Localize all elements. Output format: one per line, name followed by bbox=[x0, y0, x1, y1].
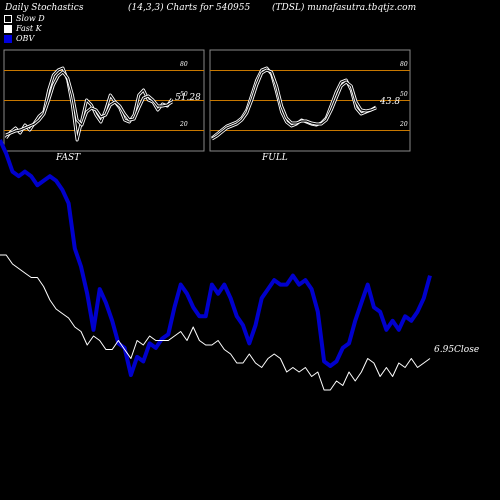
fast-tick-80: 80 bbox=[180, 61, 188, 68]
obv-line bbox=[0, 139, 432, 377]
fast-panel: 80 50 20 51.28 FAST bbox=[3, 49, 205, 163]
legend-fast-k-swatch bbox=[4, 24, 12, 33]
full-lines-series-1-core bbox=[211, 69, 377, 140]
legend-slow-d: Slow D bbox=[4, 14, 45, 23]
legend-obv: OBV bbox=[4, 34, 34, 43]
full-tick-20: 20 bbox=[399, 121, 408, 128]
full-tick-80: 80 bbox=[400, 61, 408, 68]
legend-fast-k-label: Fast K bbox=[16, 24, 42, 33]
legend-slow-d-label: Slow D bbox=[16, 14, 45, 23]
legend-slow-d-swatch bbox=[4, 14, 12, 23]
legend-obv-swatch bbox=[4, 34, 12, 43]
full-lines-series-0-outline bbox=[211, 66, 377, 140]
chart-header-params: (14,3,3) Charts for 540955 bbox=[128, 3, 251, 13]
full-panel: 80 50 20 43.8 FULL bbox=[209, 49, 411, 163]
fast-panel-title: FAST bbox=[55, 153, 81, 163]
legend-obv-label: OBV bbox=[16, 34, 35, 43]
full-tick-50: 50 bbox=[400, 91, 408, 98]
chart-header-left: Daily Stochastics bbox=[5, 3, 84, 13]
fast-tick-20: 20 bbox=[179, 121, 188, 128]
obv-close-plot bbox=[0, 139, 432, 391]
full-lines-series-1-outline bbox=[211, 68, 377, 141]
fast-series-lines bbox=[4, 66, 174, 142]
close-line bbox=[0, 254, 431, 391]
full-series-lines bbox=[211, 66, 377, 141]
fast-lines-series-1-core bbox=[5, 71, 173, 136]
fast-last-value-label: 51.28 bbox=[175, 93, 201, 103]
full-last-value-label: 43.8 bbox=[379, 97, 400, 107]
full-panel-title: FULL bbox=[261, 153, 288, 163]
close-last-value-label: 6.95Close bbox=[434, 345, 479, 355]
full-lines-series-0-core bbox=[211, 67, 377, 139]
fast-tick-50: 50 bbox=[180, 91, 188, 98]
legend-fast-k: Fast K bbox=[4, 24, 42, 33]
chart-header-right: (TDSL) munafasutra.tbqtjz.com bbox=[272, 3, 417, 13]
